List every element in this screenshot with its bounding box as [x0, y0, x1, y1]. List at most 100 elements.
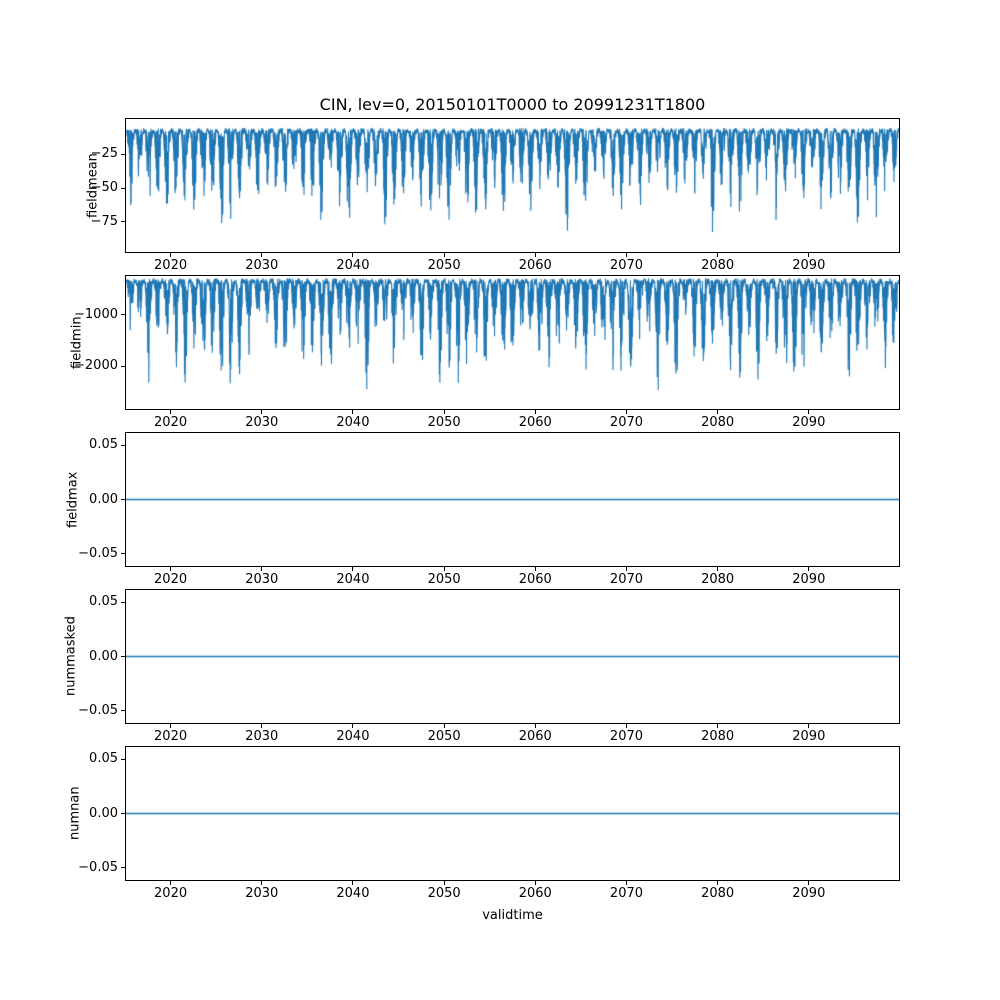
x-tick-mark — [625, 567, 627, 571]
x-tick-label: 2020 — [154, 258, 188, 273]
x-tick-label: 2090 — [792, 258, 826, 273]
x-tick-mark — [170, 724, 172, 728]
x-axis-label: validtime — [482, 908, 543, 923]
x-tick-mark — [625, 881, 627, 885]
nummasked-line-canvas — [126, 590, 899, 723]
y-tick-mark — [121, 553, 125, 555]
x-tick-mark — [625, 724, 627, 728]
subplot-nummasked — [125, 589, 900, 724]
x-tick-mark — [534, 881, 536, 885]
x-tick-mark — [443, 724, 445, 728]
y-tick-mark — [121, 221, 125, 223]
x-tick-mark — [443, 881, 445, 885]
x-tick-mark — [443, 253, 445, 257]
x-tick-mark — [808, 410, 810, 414]
fieldmean-line-canvas — [126, 119, 899, 252]
y-tick-label: −2000 — [74, 358, 118, 374]
x-tick-label: 2090 — [792, 572, 826, 587]
y-tick-label: 0.05 — [89, 437, 118, 453]
x-tick-label: 2050 — [427, 258, 461, 273]
x-tick-label: 2070 — [609, 258, 644, 273]
x-tick-label: 2070 — [609, 729, 644, 744]
x-tick-label: 2060 — [518, 258, 552, 273]
x-tick-label: 2080 — [701, 729, 735, 744]
x-tick-label: 2050 — [427, 729, 461, 744]
x-tick-mark — [261, 567, 263, 571]
y-tick-label: −0.05 — [78, 702, 118, 718]
x-tick-label: 2060 — [518, 729, 552, 744]
x-tick-label: 2030 — [245, 572, 279, 587]
x-tick-mark — [352, 881, 354, 885]
x-tick-label: 2050 — [427, 886, 461, 901]
x-tick-label: 2020 — [154, 886, 188, 901]
x-tick-mark — [534, 567, 536, 571]
x-tick-mark — [352, 410, 354, 414]
x-tick-mark — [352, 567, 354, 571]
x-tick-mark — [534, 410, 536, 414]
y-tick-label: 0.05 — [89, 751, 118, 767]
subplot-fieldmax — [125, 432, 900, 567]
subplot-fieldmean — [125, 118, 900, 253]
x-tick-label: 2060 — [518, 572, 552, 587]
y-tick-label: 0.00 — [89, 805, 118, 821]
subplot-fieldmin — [125, 275, 900, 410]
x-tick-mark — [261, 724, 263, 728]
x-tick-label: 2080 — [701, 415, 735, 430]
x-tick-mark — [534, 724, 536, 728]
x-tick-mark — [352, 253, 354, 257]
x-tick-label: 2050 — [427, 572, 461, 587]
y-tick-mark — [121, 314, 125, 316]
x-tick-label: 2020 — [154, 572, 188, 587]
x-tick-mark — [717, 253, 719, 257]
x-tick-mark — [443, 410, 445, 414]
x-tick-label: 2080 — [701, 886, 735, 901]
x-tick-label: 2030 — [245, 258, 279, 273]
x-tick-mark — [717, 881, 719, 885]
y-tick-mark — [121, 867, 125, 869]
x-tick-label: 2040 — [336, 415, 370, 430]
x-tick-mark — [352, 724, 354, 728]
numnan-line-canvas — [126, 747, 899, 880]
y-tick-mark — [121, 444, 125, 446]
x-tick-label: 2030 — [245, 415, 279, 430]
y-tick-mark — [121, 365, 125, 367]
y-tick-label: 0.00 — [89, 648, 118, 664]
y-tick-label: −0.05 — [78, 859, 118, 875]
y-tick-mark — [121, 601, 125, 603]
x-tick-mark — [170, 410, 172, 414]
x-tick-label: 2040 — [336, 258, 370, 273]
x-tick-label: 2060 — [518, 886, 552, 901]
x-tick-mark — [443, 567, 445, 571]
x-tick-mark — [717, 567, 719, 571]
x-tick-label: 2070 — [609, 572, 644, 587]
x-tick-mark — [534, 253, 536, 257]
y-axis-label-fieldmin: fieldmin — [69, 316, 85, 369]
y-tick-label: −50 — [90, 180, 118, 196]
y-tick-mark — [121, 813, 125, 814]
y-tick-mark — [121, 187, 125, 189]
x-tick-label: 2090 — [792, 886, 826, 901]
y-tick-mark — [121, 499, 125, 500]
x-tick-label: 2020 — [154, 729, 188, 744]
x-tick-mark — [808, 567, 810, 571]
x-tick-mark — [261, 253, 263, 257]
fieldmax-line-canvas — [126, 433, 899, 566]
subplot-numnan — [125, 746, 900, 881]
x-tick-label: 2030 — [245, 729, 279, 744]
x-tick-mark — [261, 881, 263, 885]
x-tick-label: 2040 — [336, 886, 370, 901]
x-tick-label: 2050 — [427, 415, 461, 430]
y-tick-label: −75 — [90, 213, 118, 229]
x-tick-label: 2020 — [154, 415, 188, 430]
x-tick-label: 2080 — [701, 572, 735, 587]
figure-title: CIN, lev=0, 20150101T0000 to 20991231T18… — [319, 95, 706, 114]
x-tick-mark — [170, 567, 172, 571]
x-tick-mark — [261, 410, 263, 414]
x-tick-label: 2070 — [609, 886, 644, 901]
x-tick-mark — [625, 410, 627, 414]
x-tick-mark — [808, 881, 810, 885]
y-tick-label: −1000 — [74, 306, 118, 322]
x-tick-mark — [808, 253, 810, 257]
x-tick-label: 2090 — [792, 415, 826, 430]
